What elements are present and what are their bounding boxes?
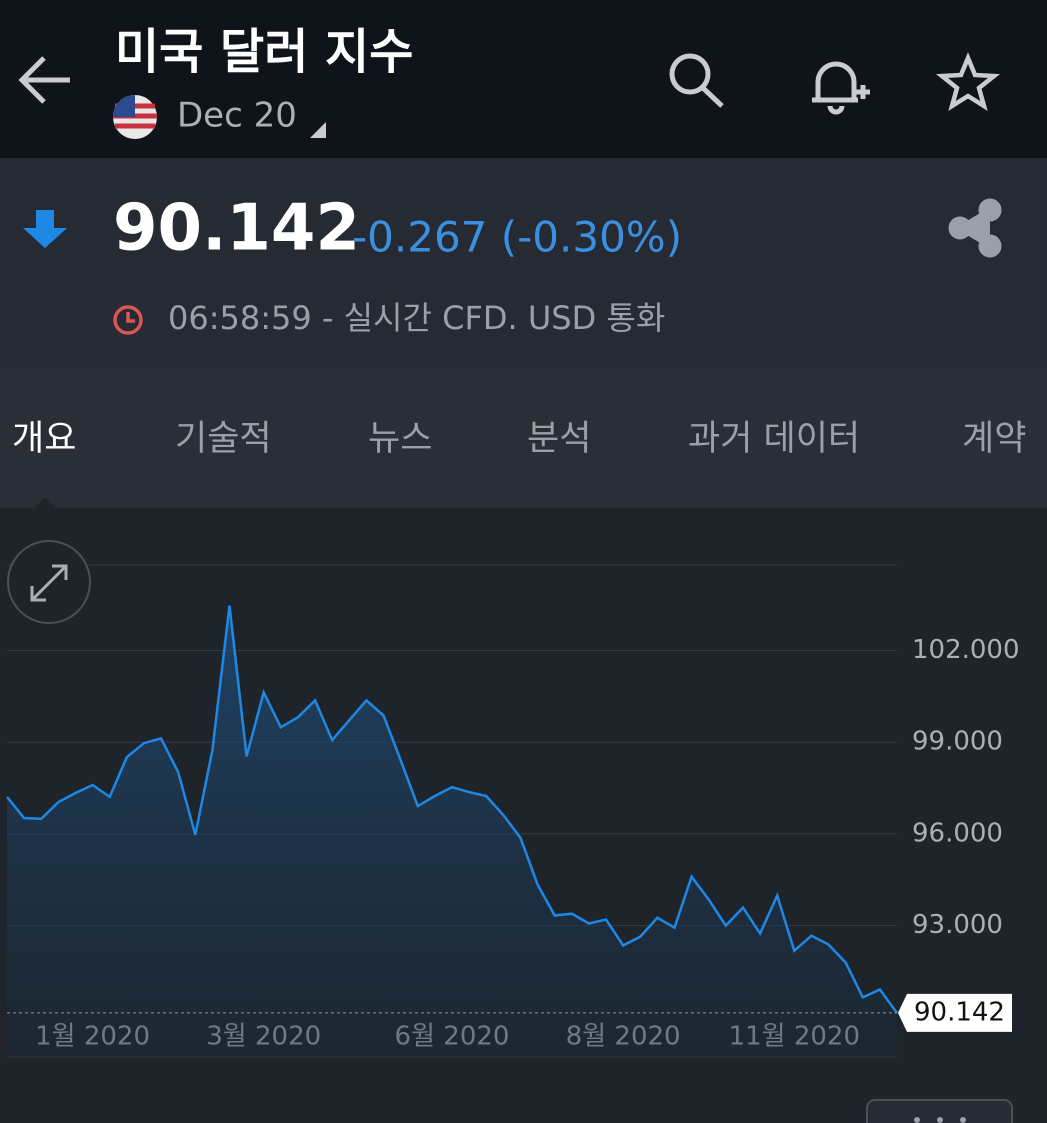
dropdown-arrow [310, 122, 326, 138]
more-button[interactable] [866, 1099, 1013, 1123]
y-tick-label: 102.000 [912, 635, 1020, 665]
y-tick-label: 96.000 [912, 818, 1003, 848]
tab[interactable]: 분석 [527, 419, 591, 459]
share-button[interactable] [948, 198, 1002, 258]
tab[interactable]: 개요 [12, 419, 76, 459]
contract-selector[interactable]: Dec 20 [177, 96, 297, 136]
title: 미국 달러 지수 [115, 24, 413, 80]
down-arrow [23, 210, 67, 248]
line [6, 605, 899, 1014]
tab[interactable]: 기술적 [175, 419, 272, 459]
time-note: 06:58:59 - 실시간 CFD. USD 통화 [168, 299, 665, 337]
tab[interactable]: 뉴스 [368, 419, 432, 459]
y-tick-label: 93.000 [912, 910, 1003, 940]
tab[interactable]: 과거 데이터 [688, 419, 860, 459]
search-button[interactable] [669, 53, 724, 108]
more-dots [914, 1117, 966, 1123]
alert-button[interactable] [812, 61, 870, 115]
area [7, 605, 897, 1057]
tab-indicator [34, 497, 56, 508]
back-button[interactable] [18, 56, 70, 104]
tab[interactable]: 계약 [962, 419, 1026, 459]
price-change: -0.267 (-0.30%) [352, 213, 682, 262]
current-label: 90.142 [914, 997, 1005, 1027]
quote-panel [0, 158, 1047, 368]
expand-button[interactable] [7, 540, 91, 624]
tab-bar [0, 368, 1047, 508]
favorite-button[interactable] [935, 52, 1001, 111]
y-tick-label: 99.000 [912, 727, 1003, 757]
current-label-box [898, 993, 1012, 1032]
us-flag [113, 95, 157, 139]
clock-icon [113, 305, 143, 335]
header-bar [0, 0, 1047, 158]
price: 90.142 [113, 192, 360, 266]
